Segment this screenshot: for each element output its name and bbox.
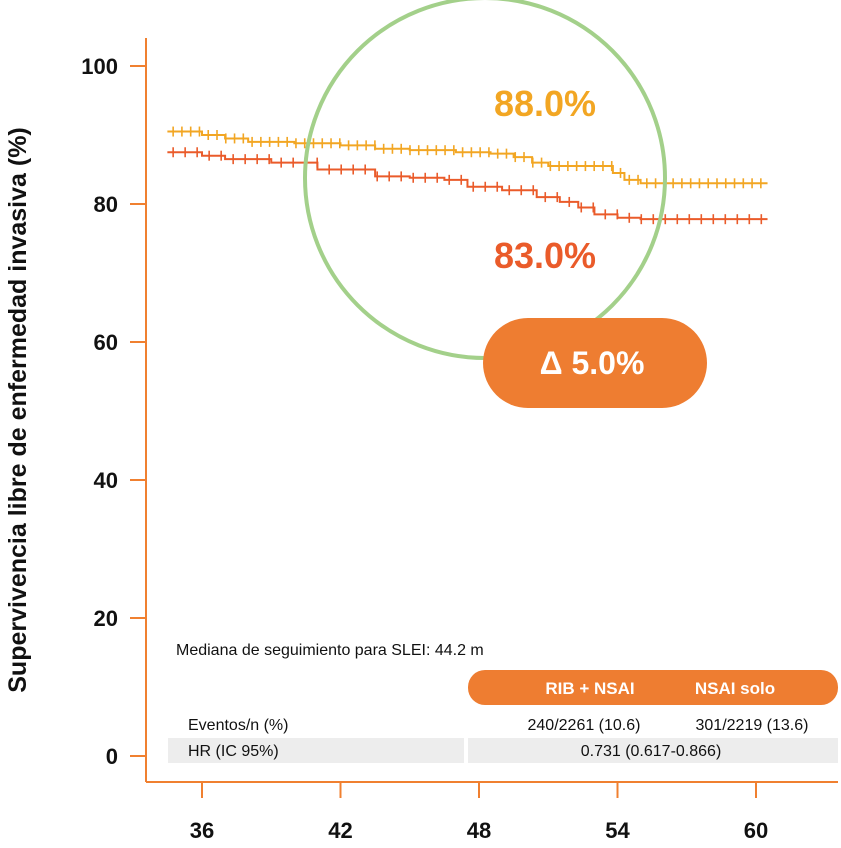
x-tick-label: 60 (744, 818, 768, 843)
col-header-rib: RIB + NSAI (545, 679, 634, 698)
x-tick-label: 36 (190, 818, 214, 843)
series-line-2 (167, 151, 768, 221)
nsai-percent-label: 83.0% (494, 235, 596, 276)
delta-badge: Δ 5.0% (483, 318, 707, 408)
x-tick-label: 48 (467, 818, 491, 843)
km-curves (167, 126, 768, 225)
rib-percent-label: 88.0% (494, 83, 596, 124)
events-nsai-value: 301/2219 (13.6) (696, 717, 809, 734)
hr-value: 0.731 (0.617-0.866) (581, 743, 722, 760)
hr-row-bg-right (468, 738, 838, 763)
highlight-circle (303, 0, 667, 360)
series-line-1 (167, 130, 768, 185)
y-axis-label: Supervivencia libre de enfermedad invasi… (4, 127, 32, 693)
x-tick-label: 54 (605, 818, 630, 843)
events-rib-value: 240/2261 (10.6) (528, 717, 641, 734)
hr-row-bg-left (168, 738, 464, 763)
row-label-events: Eventos/n (%) (188, 717, 288, 734)
y-tick-label: 20 (94, 606, 118, 631)
axis-ticks: 0 20 40 60 80 100 36 42 48 54 60 (81, 54, 768, 843)
table-header-bar (468, 670, 838, 705)
y-tick-label: 100 (81, 54, 118, 79)
row-label-hr: HR (IC 95%) (188, 743, 279, 760)
col-header-nsai: NSAI solo (695, 679, 775, 698)
y-tick-label: 60 (94, 330, 118, 355)
x-tick-label: 42 (328, 818, 352, 843)
delta-label: Δ 5.0% (540, 345, 645, 381)
median-followup-text: Mediana de seguimiento para SLEI: 44.2 m (176, 642, 484, 659)
y-tick-label: 40 (94, 468, 118, 493)
y-tick-label: 0 (106, 744, 118, 769)
y-tick-label: 80 (94, 192, 118, 217)
results-table: Mediana de seguimiento para SLEI: 44.2 m… (168, 642, 838, 763)
